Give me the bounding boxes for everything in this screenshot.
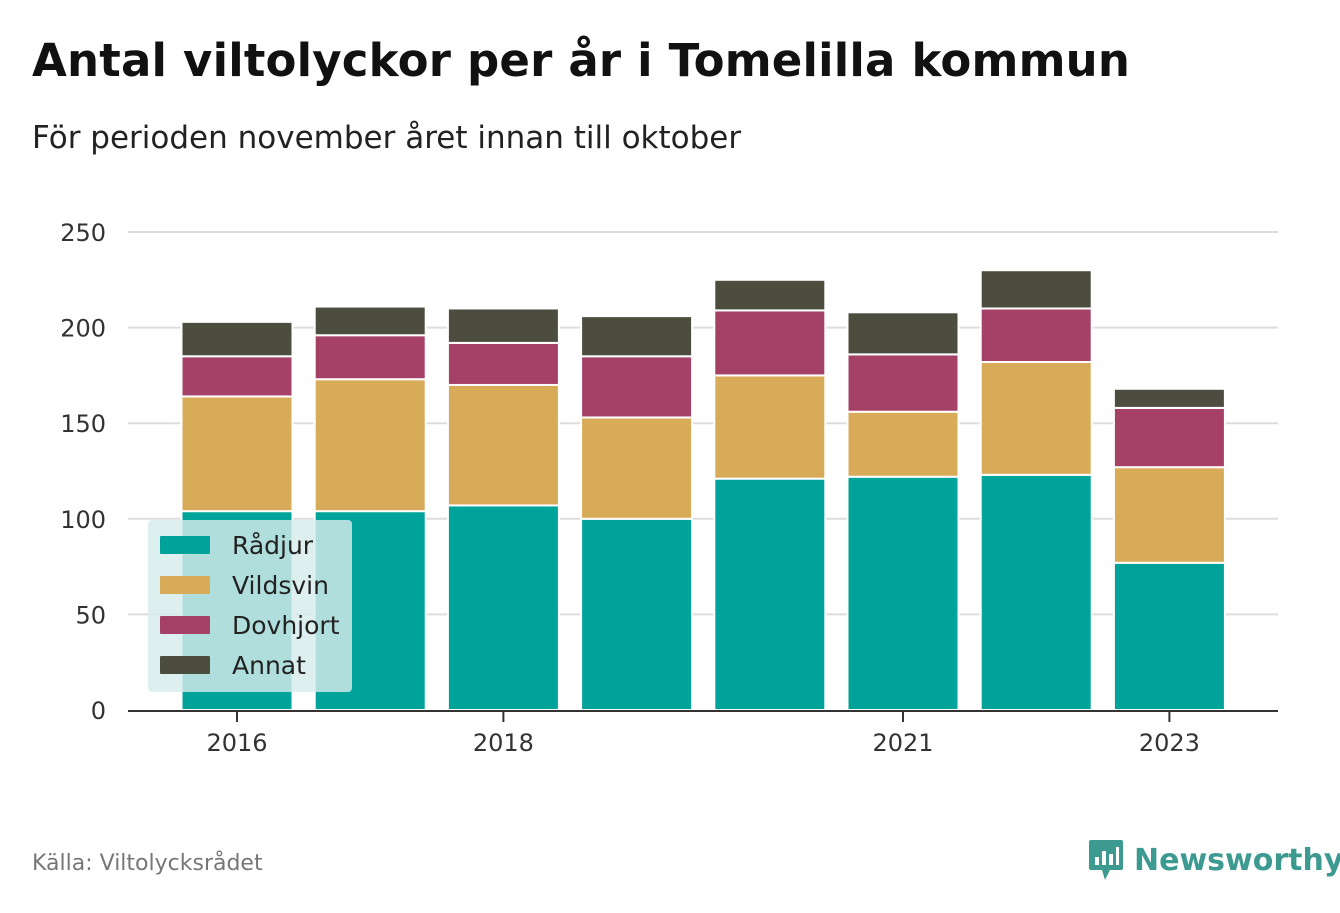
bar-stack — [580, 315, 694, 711]
newsworthy-logo: Newsworthy — [1088, 838, 1340, 882]
x-axis-ticks: 2016 2018 2021 2023 — [206, 711, 1200, 757]
legend-swatch-vildsvin — [160, 576, 210, 594]
bar-segment — [446, 341, 560, 386]
bar-segment — [446, 307, 560, 344]
legend: Rådjur Vildsvin Dovhjort Annat — [148, 520, 352, 692]
bar-stack — [846, 311, 960, 711]
y-axis-tick-labels: 0 50 100 150 200 250 — [60, 219, 106, 725]
legend-swatch-radjur — [160, 536, 210, 554]
source-note: Källa: Viltolycksrådet — [32, 851, 263, 876]
bar-segment — [979, 473, 1093, 711]
bar-segment — [313, 378, 427, 513]
bar-segment — [979, 307, 1093, 364]
y-tick-label: 250 — [60, 219, 106, 247]
bar-segment — [1112, 466, 1226, 564]
y-tick-label: 150 — [60, 410, 106, 438]
y-tick-label: 50 — [75, 601, 106, 629]
bar-segment — [180, 395, 294, 513]
legend-label-vildsvin: Vildsvin — [232, 570, 329, 600]
bar-segment — [713, 477, 827, 712]
bar-segment — [713, 309, 827, 377]
x-tick-label: 2018 — [473, 729, 534, 757]
bar-segment — [180, 355, 294, 398]
bar-segment — [580, 355, 694, 419]
legend-item-annat: Annat — [160, 650, 306, 680]
y-tick-label: 100 — [60, 506, 106, 534]
legend-swatch-dovhjort — [160, 616, 210, 634]
bar-segment — [846, 475, 960, 711]
chart-subtitle: För perioden november året innan till ok… — [32, 120, 742, 156]
newsworthy-brand-name: Newsworthy — [1134, 842, 1340, 878]
bar-segment — [713, 278, 827, 312]
bar-segment — [846, 410, 960, 478]
legend-label-dovhjort: Dovhjort — [232, 610, 340, 640]
y-tick-label: 200 — [60, 315, 106, 343]
legend-item-radjur: Rådjur — [160, 530, 313, 560]
chart-title: Antal viltolyckor per år i Tomelilla kom… — [32, 34, 1131, 87]
bar-segment — [979, 269, 1093, 310]
bar-segment — [180, 320, 294, 358]
legend-swatch-annat — [160, 656, 210, 674]
bar-segment — [1112, 561, 1226, 711]
legend-item-vildsvin: Vildsvin — [160, 570, 329, 600]
bar-segment — [580, 416, 694, 520]
newsworthy-logo-icon — [1089, 840, 1123, 880]
bar-segment — [313, 334, 427, 381]
bar-segment — [1112, 387, 1226, 409]
x-tick-label: 2023 — [1139, 729, 1200, 757]
bar-segment — [846, 353, 960, 413]
bar-segment — [846, 311, 960, 356]
legend-label-radjur: Rådjur — [232, 530, 314, 560]
bar-stack — [446, 307, 560, 711]
legend-label-annat: Annat — [232, 650, 306, 680]
bar-segment — [446, 383, 560, 507]
bar-stack — [1112, 387, 1226, 711]
bar-segment — [313, 305, 427, 337]
legend-item-dovhjort: Dovhjort — [160, 610, 340, 640]
bar-stack — [979, 269, 1093, 711]
bar-segment — [713, 374, 827, 480]
bar-stack — [713, 278, 827, 712]
x-tick-label: 2016 — [206, 729, 267, 757]
bar-segment — [580, 315, 694, 358]
bar-segment — [1112, 406, 1226, 469]
x-tick-label: 2021 — [872, 729, 933, 757]
bar-segment — [446, 504, 560, 711]
y-tick-label: 0 — [91, 697, 106, 725]
bar-segment — [979, 361, 1093, 476]
bar-segment — [580, 517, 694, 711]
